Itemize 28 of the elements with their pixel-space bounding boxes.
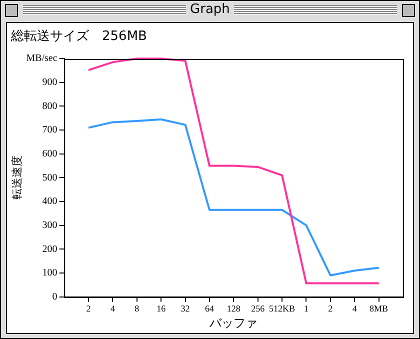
x-tick-label: 4 [352, 304, 358, 314]
x-tick-label: 1 [304, 304, 308, 314]
x-tick-label: 16 [156, 304, 166, 314]
x-tick-label: 256 [251, 304, 266, 314]
y-tick-label: 0 [52, 291, 58, 302]
y-tick-label: MB/sec [26, 53, 58, 64]
x-axis-title: バッファ [208, 316, 258, 330]
x-tick-label: 64 [204, 304, 214, 314]
x-tick-label: 8 [134, 304, 140, 314]
y-tick-label: 200 [42, 244, 58, 255]
y-tick-label: 900 [42, 77, 58, 88]
x-tick-label: 4 [110, 304, 116, 314]
x-tick-label: 32 [180, 304, 190, 314]
chart-title: 総転送サイズ 256MB [10, 29, 147, 44]
y-tick-label: 300 [42, 220, 58, 231]
y-tick-label: 600 [42, 148, 58, 160]
y-tick-label: 500 [42, 172, 58, 184]
y-axis-title: 転送速度 [10, 156, 24, 200]
y-tick-label: 100 [42, 268, 58, 279]
x-tick-label: 2 [86, 304, 91, 314]
x-tick-label: 512KB [269, 304, 296, 314]
y-tick-label: 700 [42, 124, 58, 136]
text: Graph [186, 2, 234, 17]
y-tick-label: 400 [42, 196, 58, 208]
x-tick-label: 2 [328, 304, 333, 314]
x-tick-label: 128 [226, 304, 241, 314]
x-tick-label: 8MB [370, 304, 388, 314]
y-tick-label: 800 [42, 100, 58, 112]
